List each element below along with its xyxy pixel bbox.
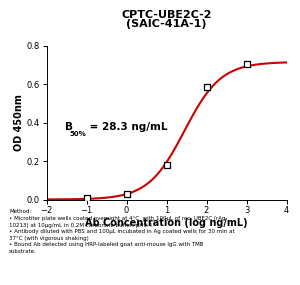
Text: 50%: 50% (69, 131, 86, 137)
Point (124, 192, 129, 196)
Text: B: B (64, 122, 73, 132)
Point (244, 62, 249, 66)
X-axis label: Ab Concentration (log ng/mL): Ab Concentration (log ng/mL) (85, 218, 248, 228)
Point (204, 85, 209, 89)
Text: Method:
• Microtiter plate wells coated overnight at 4°C  with 100μL of rec. UBE: Method: • Microtiter plate wells coated … (9, 209, 235, 254)
Point (164, 162, 169, 167)
Text: = 28.3 ng/mL: = 28.3 ng/mL (86, 122, 168, 132)
Point (84, 195, 89, 200)
Text: CPTC-UBE2C-2: CPTC-UBE2C-2 (121, 10, 212, 20)
Text: (SAIC-41A-1): (SAIC-41A-1) (126, 19, 207, 29)
Y-axis label: OD 450nm: OD 450nm (14, 94, 23, 151)
